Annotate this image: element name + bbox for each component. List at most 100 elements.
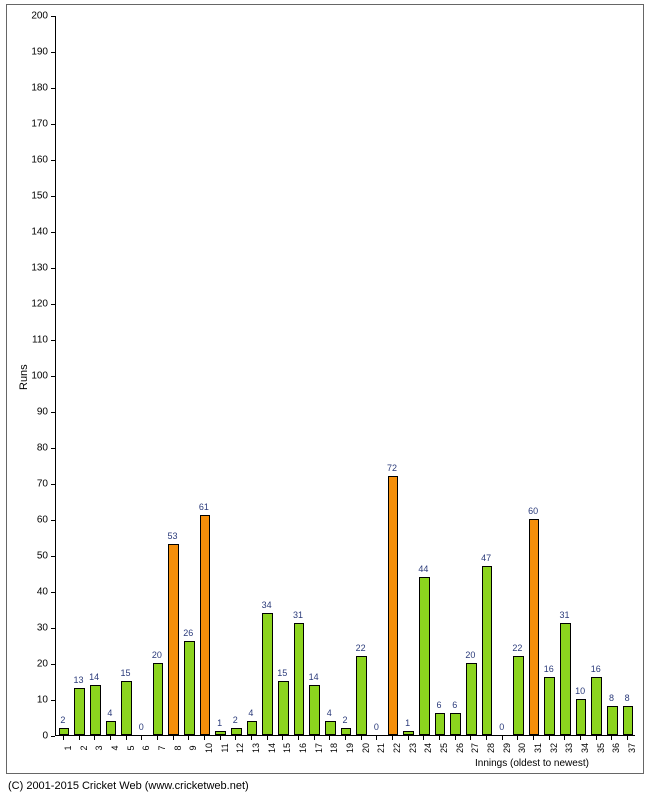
x-tick-label: 26 xyxy=(455,743,465,753)
bar xyxy=(623,706,634,735)
y-tick-label: 20 xyxy=(0,659,48,670)
chart-container: Runs Innings (oldest to newest) (C) 2001… xyxy=(0,0,650,800)
x-tick-mark xyxy=(298,736,299,740)
bar-value-label: 44 xyxy=(418,564,428,574)
x-tick-mark xyxy=(361,736,362,740)
x-tick-mark xyxy=(392,736,393,740)
bar-value-label: 4 xyxy=(248,708,253,718)
bar xyxy=(450,713,461,735)
y-tick-label: 140 xyxy=(0,227,48,238)
bar-value-label: 47 xyxy=(481,553,491,563)
bar-value-label: 16 xyxy=(544,664,554,674)
x-tick-mark xyxy=(157,736,158,740)
x-tick-mark xyxy=(79,736,80,740)
y-tick-label: 160 xyxy=(0,155,48,166)
bar xyxy=(403,731,414,735)
bar xyxy=(106,721,117,735)
bar-value-label: 16 xyxy=(591,664,601,674)
chart-footer-copyright: (C) 2001-2015 Cricket Web (www.cricketwe… xyxy=(8,780,249,792)
bar-value-label: 31 xyxy=(559,610,569,620)
y-tick-mark xyxy=(51,520,55,521)
x-tick-mark xyxy=(502,736,503,740)
bar-value-label: 0 xyxy=(499,722,504,732)
x-tick-mark xyxy=(580,736,581,740)
x-tick-mark xyxy=(486,736,487,740)
y-tick-mark xyxy=(51,196,55,197)
bar xyxy=(529,519,540,735)
bar-value-label: 0 xyxy=(139,722,144,732)
x-tick-label: 35 xyxy=(596,743,606,753)
bar-value-label: 15 xyxy=(121,668,131,678)
bar xyxy=(231,728,242,735)
x-tick-mark xyxy=(235,736,236,740)
x-tick-mark xyxy=(423,736,424,740)
x-tick-label: 32 xyxy=(549,743,559,753)
bar xyxy=(576,699,587,735)
x-tick-label: 34 xyxy=(580,743,590,753)
y-tick-label: 180 xyxy=(0,83,48,94)
x-tick-label: 11 xyxy=(220,743,230,752)
bar xyxy=(419,577,430,735)
x-tick-mark xyxy=(627,736,628,740)
x-tick-label: 14 xyxy=(267,743,277,753)
x-tick-label: 6 xyxy=(141,745,151,750)
x-tick-label: 10 xyxy=(204,743,214,753)
bar-value-label: 8 xyxy=(609,693,614,703)
x-tick-mark xyxy=(611,736,612,740)
bar xyxy=(262,613,273,735)
y-tick-label: 0 xyxy=(0,731,48,742)
x-tick-mark xyxy=(470,736,471,740)
bar-value-label: 4 xyxy=(107,708,112,718)
bar xyxy=(560,623,571,735)
y-tick-mark xyxy=(51,88,55,89)
y-tick-label: 60 xyxy=(0,515,48,526)
x-tick-label: 21 xyxy=(376,743,386,753)
bar-value-label: 22 xyxy=(512,643,522,653)
bar xyxy=(309,685,320,735)
x-tick-mark xyxy=(141,736,142,740)
x-tick-label: 27 xyxy=(470,743,480,753)
x-tick-label: 5 xyxy=(126,745,136,750)
bar xyxy=(278,681,289,735)
x-tick-mark xyxy=(376,736,377,740)
x-tick-label: 33 xyxy=(564,743,574,753)
x-tick-label: 23 xyxy=(408,743,418,753)
y-tick-label: 40 xyxy=(0,587,48,598)
bar-value-label: 14 xyxy=(309,672,319,682)
bar-value-label: 31 xyxy=(293,610,303,620)
x-tick-label: 29 xyxy=(502,743,512,753)
bar-value-label: 10 xyxy=(575,686,585,696)
bar-value-label: 34 xyxy=(262,600,272,610)
x-tick-label: 25 xyxy=(439,743,449,753)
bar xyxy=(121,681,132,735)
x-tick-label: 1 xyxy=(63,745,73,750)
y-tick-mark xyxy=(51,412,55,413)
bar xyxy=(325,721,336,735)
bar xyxy=(153,663,164,735)
x-tick-label: 16 xyxy=(298,743,308,753)
bar xyxy=(513,656,524,735)
y-tick-mark xyxy=(51,304,55,305)
x-tick-mark xyxy=(251,736,252,740)
y-tick-label: 30 xyxy=(0,623,48,634)
x-tick-mark xyxy=(110,736,111,740)
bar xyxy=(294,623,305,735)
bar-value-label: 2 xyxy=(342,715,347,725)
x-tick-label: 37 xyxy=(627,743,637,753)
bar xyxy=(90,685,101,735)
bar xyxy=(591,677,602,735)
x-tick-label: 36 xyxy=(611,743,621,753)
bar-value-label: 4 xyxy=(327,708,332,718)
y-tick-mark xyxy=(51,232,55,233)
bar xyxy=(544,677,555,735)
y-tick-mark xyxy=(51,16,55,17)
x-tick-label: 17 xyxy=(314,743,324,753)
y-tick-label: 50 xyxy=(0,551,48,562)
y-tick-label: 120 xyxy=(0,299,48,310)
y-tick-label: 90 xyxy=(0,407,48,418)
bar xyxy=(435,713,446,735)
x-tick-mark xyxy=(408,736,409,740)
x-tick-mark xyxy=(517,736,518,740)
bar-value-label: 8 xyxy=(625,693,630,703)
bar-value-label: 20 xyxy=(465,650,475,660)
